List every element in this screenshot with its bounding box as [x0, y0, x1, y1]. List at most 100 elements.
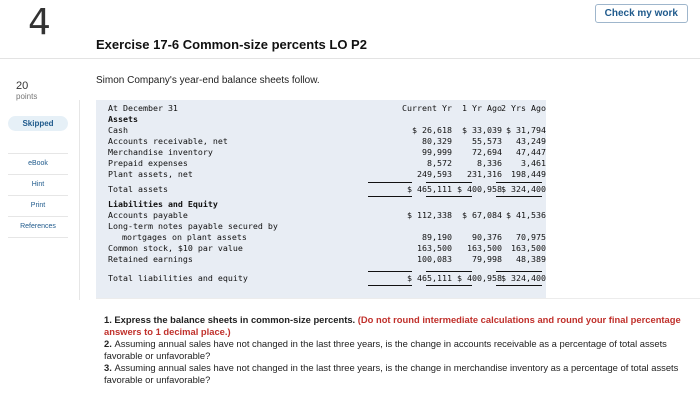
header-divider — [0, 58, 700, 59]
row-label: Accounts payable — [108, 210, 188, 220]
row-label: Cash — [108, 125, 128, 135]
total-rule-1yr-2 — [426, 285, 472, 286]
current-yr-value: 249,593 — [417, 169, 452, 179]
two-yrs-ago-value: 198,449 — [511, 169, 546, 179]
total-rule-2yr-2 — [496, 285, 542, 286]
table-row: Accounts receivable, net 80,329 55,573 43,2… — [96, 136, 546, 147]
references-link[interactable]: References — [8, 217, 68, 238]
row-label: Merchandise inventory — [108, 147, 213, 157]
points-box: 20 points — [4, 80, 54, 101]
one-yr-ago-value: 8,336 — [477, 158, 502, 168]
ebook-link[interactable]: eBook — [8, 153, 68, 175]
subtotal-rule-1yr-2 — [426, 271, 472, 272]
subtotal-rule-current — [368, 182, 412, 183]
two-yrs-ago-value: $ 324,400 — [501, 184, 546, 194]
row-label: Assets — [108, 114, 138, 124]
table-row: Merchandise inventory 99,999 72,694 47,447 — [96, 147, 546, 158]
table-row: Plant assets, net 249,593 231,316 198,449 — [96, 169, 546, 180]
two-yrs-ago-value: 70,975 — [516, 232, 546, 242]
intro-text: Simon Company's year-end balance sheets … — [96, 75, 320, 86]
print-link[interactable]: Print — [8, 196, 68, 217]
exercise-title: Exercise 17-6 Common-size percents LO P2 — [96, 37, 367, 52]
row-label: Total assets — [108, 184, 168, 194]
hint-link[interactable]: Hint — [8, 175, 68, 196]
total-rule-current — [368, 196, 412, 197]
question-1-note: (Do not round intermediate calculations … — [104, 314, 681, 337]
two-yrs-ago-value: 43,249 — [516, 136, 546, 146]
one-yr-ago-value: $ 400,958 — [457, 273, 502, 283]
balance-sheet-table: At December 31 Current Yr 1 Yr Ago 2 Yrs… — [96, 100, 546, 298]
one-yr-ago-value: 55,573 — [472, 136, 502, 146]
two-yrs-ago-value: 47,447 — [516, 147, 546, 157]
row-label: Accounts receivable, net — [108, 136, 228, 146]
question-2-number: 2. — [104, 338, 115, 349]
total-rule-2yr — [496, 196, 542, 197]
row-label: Long-term notes payable secured by — [108, 221, 278, 231]
row-label: mortgages on plant assets — [122, 232, 247, 242]
question-3-number: 3. — [104, 362, 115, 373]
table-row: Prepaid expenses 8,572 8,336 3,461 — [96, 158, 546, 169]
row-label: Common stock, $10 par value — [108, 243, 243, 253]
side-panel: Skipped eBook Hint Print References — [8, 116, 78, 238]
current-yr-value: $ 112,338 — [407, 210, 452, 220]
points-value: 20 — [16, 80, 29, 92]
total-rule-1yr — [426, 196, 472, 197]
question-1: 1. Express the balance sheets in common-… — [104, 314, 684, 338]
points-label: points — [16, 92, 38, 101]
table-row: Liabilities and Equity — [96, 199, 546, 210]
one-yr-ago-value: 231,316 — [467, 169, 502, 179]
one-yr-ago-value: 163,500 — [467, 243, 502, 253]
header-2-yrs-ago: 2 Yrs Ago — [501, 103, 546, 113]
side-separator — [79, 100, 80, 300]
row-label: Plant assets, net — [108, 169, 193, 179]
table-row: Assets — [96, 114, 546, 125]
table-row: Common stock, $10 par value 163,500 163,50… — [96, 243, 546, 254]
subtotal-rule-2yr-2 — [496, 271, 542, 272]
subtotal-rule-2yr — [496, 182, 542, 183]
two-yrs-ago-value: $ 324,400 — [501, 273, 546, 283]
header-label: At December 31 — [108, 103, 178, 113]
table-row: Long-term notes payable secured by — [96, 221, 546, 232]
two-yrs-ago-value: 3,461 — [521, 158, 546, 168]
question-2-text: Assuming annual sales have not changed i… — [104, 338, 667, 361]
current-yr-value: 80,329 — [422, 136, 452, 146]
one-yr-ago-value: 72,694 — [472, 147, 502, 157]
two-yrs-ago-value: 48,389 — [516, 254, 546, 264]
current-yr-value: $ 465,111 — [407, 184, 452, 194]
content-divider — [96, 298, 700, 299]
question-3: 3. Assuming annual sales have not change… — [104, 362, 684, 386]
current-yr-value: $ 26,618 — [412, 125, 452, 135]
subtotal-rule-current-2 — [368, 271, 412, 272]
table-row: Cash $ 26,618 $ 33,039 $ 31,794 — [96, 125, 546, 136]
question-list: 1. Express the balance sheets in common-… — [104, 314, 684, 386]
two-yrs-ago-value: $ 31,794 — [506, 125, 546, 135]
header-1-yr-ago: 1 Yr Ago — [462, 103, 502, 113]
current-yr-value: 89,190 — [422, 232, 452, 242]
check-my-work-button[interactable]: Check my work — [594, 4, 688, 23]
one-yr-ago-value: $ 33,039 — [462, 125, 502, 135]
current-yr-value: 163,500 — [417, 243, 452, 253]
two-yrs-ago-value: $ 41,536 — [506, 210, 546, 220]
row-label: Retained earnings — [108, 254, 193, 264]
one-yr-ago-value: 79,998 — [472, 254, 502, 264]
current-yr-value: 8,572 — [427, 158, 452, 168]
subtotal-rule-1yr — [426, 182, 472, 183]
one-yr-ago-value: $ 67,084 — [462, 210, 502, 220]
question-number: 4 — [28, 2, 51, 43]
total-rule-current-2 — [368, 285, 412, 286]
header-current-yr: Current Yr — [402, 103, 452, 113]
question-3-text: Assuming annual sales have not changed i… — [104, 362, 679, 385]
table-row: Total liabilities and equity $ 465,111 $ 4… — [96, 273, 546, 284]
current-yr-value: 99,999 — [422, 147, 452, 157]
one-yr-ago-value: $ 400,958 — [457, 184, 502, 194]
table-row: Total assets $ 465,111 $ 400,958 $ 324,400 — [96, 184, 546, 195]
row-label: Liabilities and Equity — [108, 199, 218, 209]
question-1-text: 1. Express the balance sheets in common-… — [104, 314, 358, 325]
table-row: Accounts payable $ 112,338 $ 67,084 $ 41,53… — [96, 210, 546, 221]
table-row: Retained earnings 100,083 79,998 48,389 — [96, 254, 546, 265]
current-yr-value: $ 465,111 — [407, 273, 452, 283]
question-2: 2. Assuming annual sales have not change… — [104, 338, 684, 362]
row-label: Prepaid expenses — [108, 158, 188, 168]
two-yrs-ago-value: 163,500 — [511, 243, 546, 253]
one-yr-ago-value: 90,376 — [472, 232, 502, 242]
